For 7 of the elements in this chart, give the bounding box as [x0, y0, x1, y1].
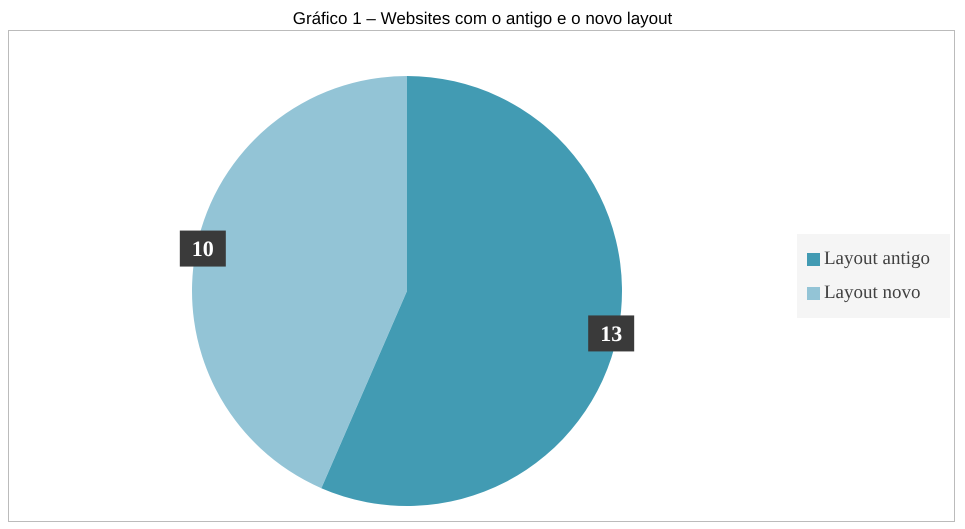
data-label: 10	[192, 236, 214, 262]
chart-title: Gráfico 1 – Websites com o antigo e o novo layout	[292, 8, 674, 30]
pie-slice	[321, 76, 622, 506]
data-label: 13	[600, 320, 622, 346]
legend-label: Layout antigo	[824, 248, 930, 269]
legend-label: Layout novo	[824, 282, 921, 303]
pie-slice	[192, 76, 407, 488]
